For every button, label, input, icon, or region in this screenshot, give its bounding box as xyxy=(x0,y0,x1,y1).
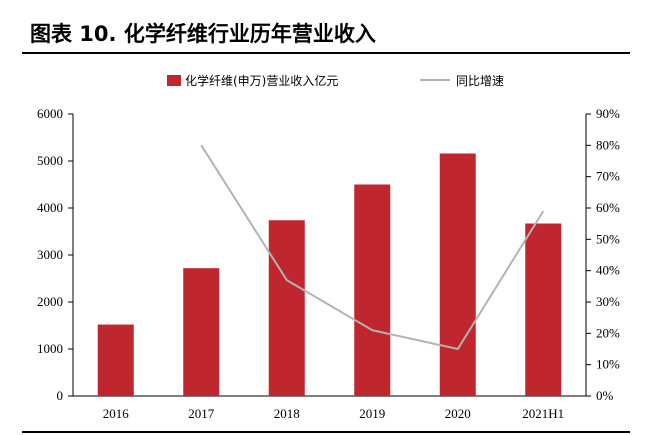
bars xyxy=(97,153,562,396)
legend-bar-label: 化学纤维(申万)营业收入亿元 xyxy=(185,73,338,88)
y-right-tick-label: 40% xyxy=(596,263,620,278)
y-right-tick-label: 30% xyxy=(596,294,620,309)
y-right-tick-label: 50% xyxy=(596,231,620,246)
x-tick-label: 2017 xyxy=(188,406,215,421)
y-right-tick-label: 20% xyxy=(596,325,620,340)
y-left-tick-label: 5000 xyxy=(37,153,63,168)
chart-title: 图表 10. 化学纤维行业历年营业收入 xyxy=(30,22,376,46)
y-left-tick-label: 0 xyxy=(57,388,64,403)
legend-line-label: 同比增速 xyxy=(456,74,504,88)
x-tick-label: 2020 xyxy=(445,406,471,421)
y-right-tick-label: 10% xyxy=(596,357,620,372)
x-tick-label: 2018 xyxy=(274,406,300,421)
growth-series-line xyxy=(200,144,545,351)
y-left-tick-label: 2000 xyxy=(37,294,63,309)
y-right-tick-label: 90% xyxy=(596,106,620,121)
bar xyxy=(525,223,562,396)
y-left-tick-label: 1000 xyxy=(37,341,63,356)
legend: 化学纤维(申万)营业收入亿元 同比增速 xyxy=(167,73,504,88)
y-right-tick-label: 80% xyxy=(596,137,620,152)
bar xyxy=(183,268,220,396)
tick-labels: 0 1000 2000 3000 4000 5000 6000 0% 10% 20% 30% 40% 5… xyxy=(37,106,620,421)
bar xyxy=(97,324,134,396)
y-right-tick-label: 0% xyxy=(596,388,614,403)
growth-line xyxy=(200,144,545,351)
bar xyxy=(354,184,391,396)
x-tick-label: 2016 xyxy=(103,406,130,421)
title-divider xyxy=(22,52,630,54)
x-tick-label: 2019 xyxy=(359,406,385,421)
y-left-tick-label: 6000 xyxy=(37,106,63,121)
y-left-tick-label: 4000 xyxy=(37,200,63,215)
x-tick-label: 2021H1 xyxy=(522,406,564,421)
bar xyxy=(439,153,476,396)
y-right-tick-label: 60% xyxy=(596,200,620,215)
bar xyxy=(268,220,305,396)
bottom-divider xyxy=(22,431,630,433)
y-left-tick-label: 3000 xyxy=(37,247,63,262)
legend-bar-swatch xyxy=(167,75,181,86)
axes xyxy=(68,113,591,397)
y-right-tick-label: 70% xyxy=(596,169,620,184)
